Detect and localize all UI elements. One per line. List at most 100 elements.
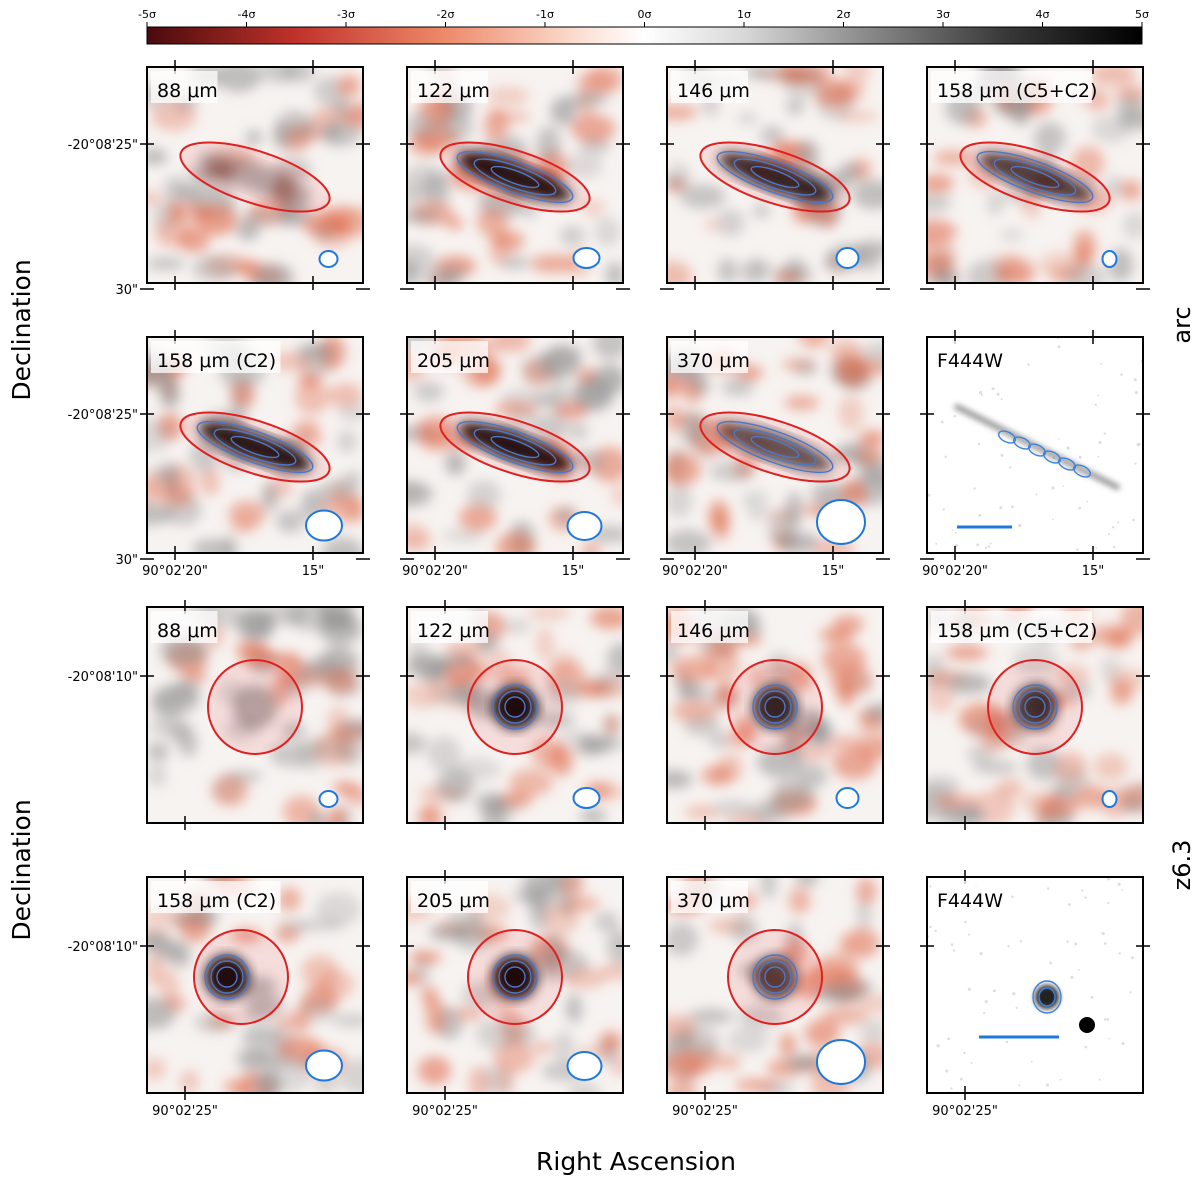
beam-ellipse <box>318 250 339 268</box>
panel-label: 158 μm (C2) <box>157 350 276 372</box>
x-axis-label: Right Ascension <box>536 1147 736 1176</box>
colorbar: -5σ -4σ -3σ -2σ -1σ 0σ 1σ 2σ 3σ 4σ 5σ <box>138 8 1149 45</box>
ra-tick-label: 90°02'25" <box>672 1104 738 1119</box>
ra-tick-label: 90°02'20" <box>662 564 728 579</box>
ra-tick-label: 90°02'25" <box>412 1104 478 1119</box>
panel-frame <box>926 336 1144 554</box>
ra-tick-label: 15" <box>302 564 325 579</box>
aperture-circle <box>987 659 1083 755</box>
panel-label-box: 146 μm <box>671 611 750 643</box>
beam-ellipse <box>1101 250 1118 268</box>
panel-label-box: 370 μm <box>671 881 750 913</box>
colorbar-tick-label: -2σ <box>437 8 455 21</box>
aperture-ellipse <box>179 141 331 213</box>
ra-tick-label: 90°02'25" <box>152 1104 218 1119</box>
ra-tick-label: 15" <box>822 564 845 579</box>
map-panel: 370 μm <box>660 330 890 560</box>
ra-tick-label: 90°02'25" <box>932 1104 998 1119</box>
map-panel: F444W <box>920 330 1150 560</box>
aperture-ellipse <box>699 141 851 213</box>
panel-label: 158 μm (C5+C2) <box>937 80 1097 102</box>
y-axis-label-top: Declination <box>7 259 36 400</box>
panel-label-box: 158 μm (C5+C2) <box>931 611 1097 643</box>
panel-label: 88 μm <box>157 620 218 642</box>
ra-tick-label: 90°02'20" <box>922 564 988 579</box>
ra-tick-label: 90°02'20" <box>142 564 208 579</box>
colorbar-tick-label: 5σ <box>1135 8 1149 21</box>
map-panel: 122 μm <box>400 600 630 830</box>
colorbar-tick-label: 3σ <box>936 8 950 21</box>
panel-frame <box>666 336 884 554</box>
colorbar-tick-label: 4σ <box>1036 8 1050 21</box>
colorbar-tick-label: 1σ <box>737 8 751 21</box>
beam-ellipse <box>318 790 339 808</box>
map-panel: 88 μm <box>140 600 370 830</box>
aperture-circle <box>193 929 289 1025</box>
panel-label: 122 μm <box>417 80 490 102</box>
panel-label: 370 μm <box>677 350 750 372</box>
map-panel: 158 μm (C2) <box>140 330 370 560</box>
ra-tick-label: 15" <box>1082 564 1105 579</box>
colorbar-tick-label: -3σ <box>337 8 355 21</box>
aperture-circle <box>467 929 563 1025</box>
beam-ellipse <box>305 509 343 542</box>
dec-tick-label: -20°08'10" <box>68 670 138 685</box>
map-panel: 205 μm <box>400 330 630 560</box>
aperture-circle <box>727 929 823 1025</box>
beam-ellipse <box>566 511 603 541</box>
beam-ellipse <box>572 247 601 269</box>
aperture-ellipse <box>179 411 331 483</box>
beam-ellipse <box>816 499 866 545</box>
panel-label-box: 205 μm <box>411 341 490 373</box>
group-label-z6-3: z6.3 <box>1168 840 1196 891</box>
panel-label: 146 μm <box>677 620 750 642</box>
aperture-ellipse <box>959 141 1111 213</box>
panel-label-box: 122 μm <box>411 611 490 643</box>
map-panel: 370 μm <box>660 870 890 1100</box>
dec-tick-label: -20°08'10" <box>68 940 138 955</box>
dec-tick-label: 30" <box>115 283 138 298</box>
ra-tick-label: 90°02'20" <box>402 564 468 579</box>
beam-ellipse <box>566 1051 603 1081</box>
colorbar-tick-label: -1σ <box>536 8 554 21</box>
panel-label-box: 122 μm <box>411 71 490 103</box>
panel-label: 88 μm <box>157 80 218 102</box>
colorbar-tick-label: -4σ <box>238 8 256 21</box>
map-panel: 146 μm <box>660 600 890 830</box>
beam-ellipse <box>572 787 601 809</box>
panel-frame <box>406 876 624 1094</box>
panel-frame <box>926 876 1144 1094</box>
panel-frame <box>666 606 884 824</box>
colorbar-tick-label: 2σ <box>837 8 851 21</box>
panel-label-box: 88 μm <box>151 611 218 643</box>
panel-label-box: 146 μm <box>671 71 750 103</box>
panel-label: 122 μm <box>417 620 490 642</box>
beam-ellipse <box>305 1049 343 1082</box>
panel-label: 205 μm <box>417 350 490 372</box>
beam-ellipse <box>835 787 860 809</box>
panel-label: F444W <box>937 350 1003 372</box>
colorbar-tick-label: 0σ <box>638 8 652 21</box>
y-axis-label-bottom: Declination <box>7 799 36 940</box>
panel-frame <box>926 606 1144 824</box>
beam-ellipse <box>816 1039 866 1085</box>
declination-tick-labels: -20°08'25" 30" -20°08'25" 30" -20°08'10" -20°… <box>68 138 138 955</box>
dec-tick-label: 30" <box>115 553 138 568</box>
panel-grid: 88 μm 122 μm 146 μm 158 μm (C5+C2) 158 μm (C… <box>140 60 1150 1100</box>
panel-frame <box>666 66 884 284</box>
panel-frame <box>926 66 1144 284</box>
ra-tick-labels: 90°02'20" 15" 90°02'20" 15" 90°02'20" 15" 90°0… <box>142 564 1104 1119</box>
panel-frame <box>406 606 624 824</box>
panel-label-box: 88 μm <box>151 71 218 103</box>
beam-ellipse <box>1101 790 1118 808</box>
aperture-circle <box>207 659 303 755</box>
beam-ellipse <box>835 247 860 269</box>
map-panel: 122 μm <box>400 60 630 290</box>
panel-frame <box>666 876 884 1094</box>
colorbar-bar <box>146 26 1143 45</box>
panel-label: F444W <box>937 890 1003 912</box>
panel-frame <box>146 876 364 1094</box>
aperture-ellipse <box>439 411 591 483</box>
dec-tick-label: -20°08'25" <box>68 138 138 153</box>
